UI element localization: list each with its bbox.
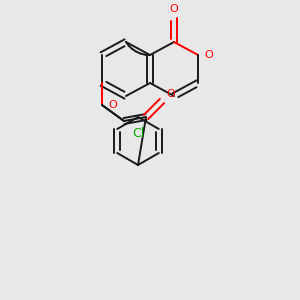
Text: O: O	[108, 100, 117, 110]
Text: O: O	[204, 50, 213, 60]
Text: Cl: Cl	[132, 127, 144, 140]
Text: O: O	[166, 89, 175, 99]
Text: O: O	[169, 4, 178, 14]
